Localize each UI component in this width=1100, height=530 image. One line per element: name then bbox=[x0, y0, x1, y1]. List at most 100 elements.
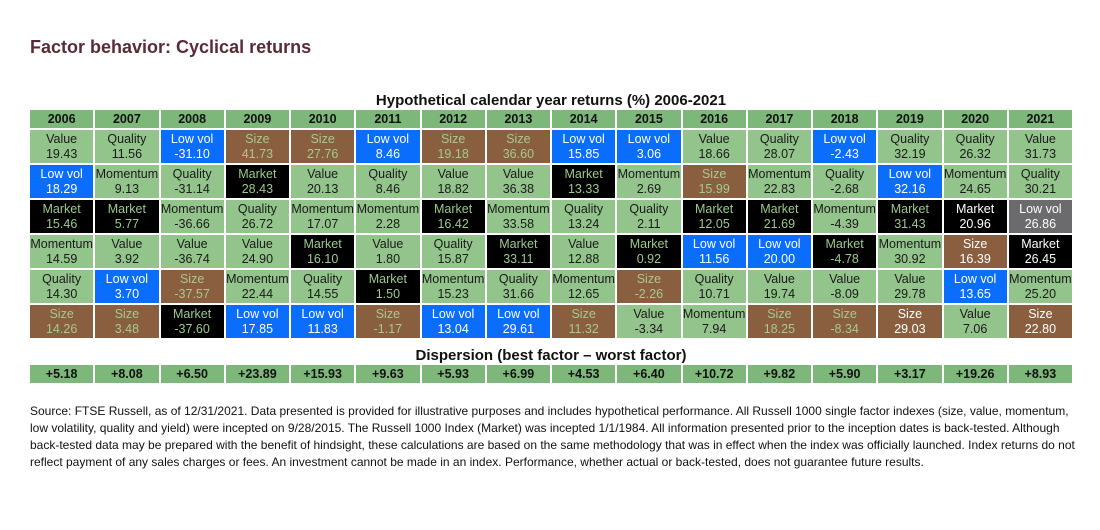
factor-name: Momentum bbox=[943, 166, 1007, 181]
table-cell: Momentum 24.65 bbox=[943, 165, 1007, 198]
table-cell: Momentum -36.66 bbox=[160, 200, 224, 233]
factor-return: 11.83 bbox=[307, 321, 338, 336]
factor-name: Market bbox=[107, 201, 146, 216]
factor-return: 22.83 bbox=[763, 181, 796, 196]
factor-name: Quality bbox=[303, 271, 343, 286]
table-cell: Value -3.34 bbox=[617, 305, 681, 338]
year-header: 2011 bbox=[356, 110, 420, 128]
table-cell: Market 0.92 bbox=[617, 235, 681, 268]
table-cell: Value -8.09 bbox=[813, 270, 877, 303]
factor-name: Low vol bbox=[105, 271, 149, 286]
factor-name: Size bbox=[245, 131, 270, 146]
factor-name: Momentum bbox=[160, 201, 224, 216]
factor-name: Quality bbox=[629, 201, 669, 216]
factor-name: Quality bbox=[955, 131, 995, 146]
factor-name: Market bbox=[434, 201, 473, 216]
table-cell: Size 16.39 bbox=[943, 235, 1007, 268]
factor-name: Size bbox=[701, 166, 727, 181]
table-cell: Value 7.06 bbox=[943, 305, 1007, 338]
table-cell: Market 1.50 bbox=[356, 270, 420, 303]
dispersion-value: +5.93 bbox=[421, 365, 485, 383]
factor-return: -36.66 bbox=[174, 216, 210, 231]
factor-return: -37.57 bbox=[174, 286, 210, 301]
dispersion-value: +9.63 bbox=[356, 365, 420, 383]
factor-return: 24.65 bbox=[959, 181, 991, 196]
table-cell: Size 18.25 bbox=[747, 305, 811, 338]
factor-return: 30.21 bbox=[1024, 181, 1057, 196]
dispersion-value: +15.93 bbox=[291, 365, 355, 383]
factor-return: 31.73 bbox=[1024, 146, 1057, 161]
factor-name: Market bbox=[238, 166, 277, 181]
factor-return: 22.80 bbox=[1024, 321, 1057, 336]
factor-name: Market bbox=[564, 166, 603, 181]
table-cell: Value 24.90 bbox=[225, 235, 289, 268]
dispersion-value: +19.26 bbox=[943, 365, 1007, 383]
table-cell: Low vol 32.16 bbox=[878, 165, 942, 198]
table-cell: Low vol 11.56 bbox=[682, 235, 746, 268]
table-cell: Quality 13.24 bbox=[552, 200, 616, 233]
factor-name: Quality bbox=[368, 166, 408, 181]
factor-name: Momentum bbox=[813, 201, 876, 216]
factor-return: 2.28 bbox=[375, 216, 401, 231]
factor-return: -31.10 bbox=[174, 146, 210, 161]
page-title: Factor behavior: Cyclical returns bbox=[30, 37, 312, 57]
factor-return: 3.06 bbox=[636, 146, 662, 161]
table-cell: Momentum 22.83 bbox=[747, 165, 811, 198]
year-header: 2013 bbox=[486, 110, 550, 128]
table-cell: Size 14.26 bbox=[30, 305, 94, 338]
factor-return: 30.92 bbox=[894, 251, 926, 266]
table-cell: Size -37.57 bbox=[160, 270, 224, 303]
factor-name: Momentum bbox=[552, 271, 615, 286]
factor-name: Quality bbox=[759, 131, 799, 146]
table-cell: Momentum 2.69 bbox=[617, 165, 681, 198]
factor-return: 13.33 bbox=[567, 181, 600, 196]
factor-return: 12.88 bbox=[567, 251, 600, 266]
factor-return: 12.05 bbox=[698, 216, 730, 231]
factor-return: -31.14 bbox=[174, 181, 210, 196]
dispersion-row: +5.18 +8.08 +6.50 +23.89 +15.93 +9.63 +5.93 +6.… bbox=[30, 365, 1072, 383]
factor-return: 15.46 bbox=[45, 216, 78, 231]
factor-name: Market bbox=[760, 201, 799, 216]
factor-name: Size bbox=[962, 236, 988, 251]
dispersion-value: +3.17 bbox=[878, 365, 942, 383]
table-cell: Size 27.76 bbox=[291, 130, 355, 163]
table-cell: Value 29.78 bbox=[878, 270, 942, 303]
factor-return: -2.43 bbox=[830, 146, 859, 161]
factor-return: 26.32 bbox=[959, 146, 991, 161]
factor-name: Momentum bbox=[748, 166, 811, 181]
factor-return: 16.39 bbox=[959, 251, 991, 266]
factor-name: Market bbox=[499, 236, 538, 251]
year-header: 2017 bbox=[747, 110, 811, 128]
factor-name: Momentum bbox=[682, 306, 746, 321]
factor-return: 33.11 bbox=[503, 251, 534, 266]
table-cell: Size 3.48 bbox=[95, 305, 159, 338]
table-cell: Size -1.17 bbox=[356, 305, 420, 338]
factor-return: -4.39 bbox=[830, 216, 859, 231]
factor-name: Quality bbox=[564, 201, 604, 216]
factor-name: Market bbox=[956, 201, 995, 216]
year-header: 2019 bbox=[878, 110, 942, 128]
factor-return: 7.94 bbox=[701, 321, 727, 336]
year-header: 2008 bbox=[160, 110, 224, 128]
factor-return: 24.90 bbox=[241, 251, 274, 266]
dispersion-value: +6.40 bbox=[617, 365, 681, 383]
table-cell: Quality 10.71 bbox=[682, 270, 746, 303]
factor-return: 7.06 bbox=[962, 321, 988, 336]
factor-return: 3.48 bbox=[114, 321, 140, 336]
factor-return: 20.13 bbox=[306, 181, 339, 196]
factor-return: 27.76 bbox=[306, 146, 339, 161]
dispersion-value: +8.93 bbox=[1008, 365, 1072, 383]
table-cell: Quality 14.30 bbox=[30, 270, 94, 303]
factor-return: 22.44 bbox=[241, 286, 274, 301]
dispersion-value: +4.53 bbox=[552, 365, 616, 383]
table-cell: Market 15.46 bbox=[30, 200, 94, 233]
table-cell: Momentum 12.65 bbox=[552, 270, 616, 303]
factor-return: 18.29 bbox=[45, 181, 78, 196]
factor-return: 18.25 bbox=[763, 321, 796, 336]
factor-name: Market bbox=[695, 201, 734, 216]
year-header: 2018 bbox=[813, 110, 877, 128]
table-cell: Quality -2.68 bbox=[813, 165, 877, 198]
factor-return: 1.50 bbox=[375, 286, 401, 301]
factor-return: 19.74 bbox=[763, 286, 796, 301]
factor-name: Momentum bbox=[878, 236, 942, 251]
